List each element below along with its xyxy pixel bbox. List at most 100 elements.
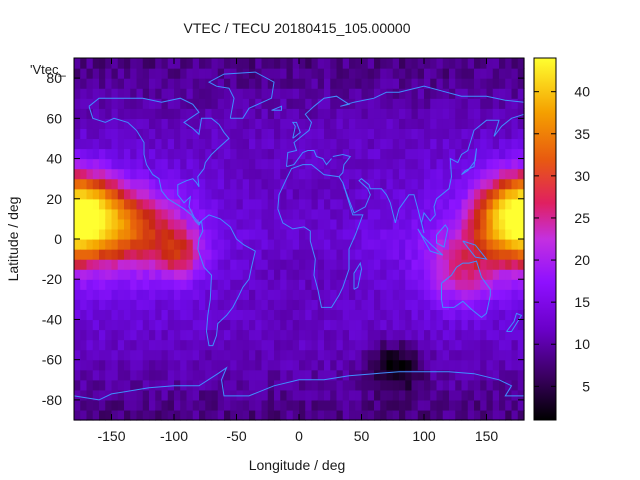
heatmap-cell	[286, 128, 294, 140]
heatmap-cell	[480, 138, 488, 150]
heatmap-cell	[186, 118, 194, 129]
heatmap-cell	[424, 218, 431, 230]
heatmap-cell	[242, 168, 250, 180]
heatmap-cell	[242, 319, 250, 331]
heatmap-cell	[361, 329, 369, 341]
heatmap-cell	[249, 68, 256, 79]
heatmap-cell	[161, 98, 169, 109]
heatmap-cell	[230, 198, 238, 210]
heatmap-cell	[411, 128, 419, 140]
heatmap-cell	[186, 389, 194, 401]
heatmap-cell	[492, 178, 500, 190]
heatmap-cell	[467, 409, 475, 421]
heatmap-cell	[430, 369, 438, 381]
heatmap-cell	[205, 279, 213, 290]
heatmap-cell	[180, 279, 188, 290]
heatmap-cell	[330, 98, 338, 109]
heatmap-cell	[436, 409, 444, 421]
heatmap-cell	[324, 319, 331, 331]
heatmap-cell	[86, 319, 94, 331]
heatmap-cell	[342, 178, 350, 190]
heatmap-cell	[311, 228, 319, 240]
heatmap-cell	[517, 158, 525, 170]
heatmap-cell	[505, 68, 513, 79]
heatmap-cell	[486, 78, 494, 89]
heatmap-cell	[105, 108, 113, 119]
heatmap-cell	[449, 108, 456, 119]
heatmap-cell	[355, 78, 363, 89]
heatmap-cell	[361, 88, 369, 99]
heatmap-cell	[111, 389, 119, 401]
heatmap-cell	[205, 228, 213, 240]
heatmap-cell	[461, 148, 469, 160]
heatmap-cell	[92, 369, 100, 381]
heatmap-cell	[180, 389, 188, 401]
heatmap-cell	[411, 399, 419, 411]
heatmap-cell	[255, 138, 263, 150]
heatmap-cell	[405, 389, 413, 401]
x-tick-label: -50	[226, 428, 246, 444]
heatmap-cell	[99, 208, 106, 220]
heatmap-cell	[117, 168, 125, 180]
heatmap-cell	[142, 108, 150, 119]
heatmap-cell	[461, 399, 469, 411]
heatmap-cell	[149, 178, 156, 190]
heatmap-cell	[474, 108, 481, 119]
heatmap-cell	[92, 98, 100, 109]
heatmap-cell	[249, 148, 256, 160]
heatmap-cell	[199, 108, 206, 119]
heatmap-cell	[324, 299, 331, 310]
heatmap-cell	[324, 98, 331, 109]
heatmap-cell	[411, 359, 419, 371]
heatmap-cell	[155, 108, 163, 119]
heatmap-cell	[217, 269, 225, 280]
heatmap-cell	[405, 218, 413, 230]
heatmap-cell	[236, 218, 244, 230]
heatmap-cell	[361, 178, 369, 190]
heatmap-cell	[242, 68, 250, 79]
heatmap-cell	[486, 309, 494, 321]
x-tick-label: 50	[354, 428, 370, 444]
heatmap-cell	[211, 329, 219, 341]
heatmap-cell	[467, 68, 475, 79]
heatmap-cell	[242, 208, 250, 220]
heatmap-cell	[499, 249, 506, 260]
heatmap-cell	[136, 98, 144, 109]
heatmap-cell	[255, 249, 263, 260]
heatmap-cell	[336, 249, 344, 260]
heatmap-cell	[474, 319, 481, 331]
heatmap-cell	[92, 118, 100, 129]
heatmap-cell	[255, 168, 263, 180]
heatmap-cell	[124, 369, 131, 381]
heatmap-cell	[167, 168, 175, 180]
heatmap-cell	[299, 319, 306, 331]
heatmap-cell	[155, 208, 163, 220]
heatmap-cell	[180, 108, 188, 119]
heatmap-cell	[386, 309, 394, 321]
heatmap-cell	[236, 138, 244, 150]
heatmap-cell	[349, 128, 356, 140]
heatmap-cell	[211, 259, 219, 270]
heatmap-cell	[411, 68, 419, 79]
heatmap-cell	[167, 239, 175, 250]
heatmap-cell	[486, 158, 494, 170]
heatmap-cell	[361, 58, 369, 69]
heatmap-cell	[305, 389, 313, 401]
heatmap-cell	[174, 369, 181, 381]
heatmap-cell	[161, 178, 169, 190]
heatmap-cell	[442, 58, 450, 69]
heatmap-cell	[455, 239, 463, 250]
heatmap-cell	[430, 259, 438, 270]
heatmap-cell	[274, 269, 281, 280]
heatmap-cell	[242, 188, 250, 200]
heatmap-cell	[80, 329, 88, 341]
heatmap-cell	[299, 178, 306, 190]
heatmap-cell	[311, 349, 319, 361]
heatmap-cell	[80, 269, 88, 280]
heatmap-cell	[80, 88, 88, 99]
heatmap-cell	[280, 158, 288, 170]
heatmap-cell	[305, 379, 313, 391]
heatmap-cell	[117, 249, 125, 260]
heatmap-cell	[442, 369, 450, 381]
